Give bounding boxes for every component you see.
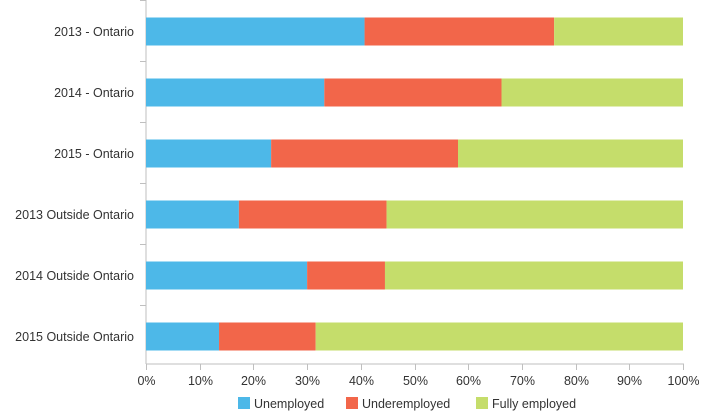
bar-underemployed-2014-ontario	[324, 78, 502, 107]
bar-unemployed-2014-ontario	[146, 78, 325, 107]
bar-underemployed-2015-ontario	[271, 139, 458, 168]
category-label: 2013 - Ontario	[54, 25, 134, 39]
category-labels: 2013 - Ontario 2014 - Ontario 2015 - Ontar…	[15, 25, 134, 344]
category-label: 2013 Outside Ontario	[15, 208, 134, 222]
legend-swatch-fully-employed	[476, 397, 488, 409]
category-label: 2015 Outside Ontario	[15, 330, 134, 344]
bar-fully-employed-2013-outside-ontario	[386, 200, 683, 229]
x-tick-label: 10%	[188, 374, 213, 388]
legend: Unemployed Underemployed Fully employed	[238, 397, 576, 411]
bar-unemployed-2013-outside-ontario	[146, 200, 239, 229]
x-tick-label: 40%	[349, 374, 374, 388]
x-axis-ticks: 0% 10% 20% 30% 40% 50% 60% 70% 80% 90% 100%	[137, 364, 699, 388]
bar-unemployed-2015-ontario	[146, 139, 272, 168]
x-tick-label: 80%	[564, 374, 589, 388]
x-tick-label: 60%	[456, 374, 481, 388]
bar-unemployed-2015-outside-ontario	[146, 322, 220, 351]
x-tick-label: 30%	[295, 374, 320, 388]
x-tick-label: 0%	[137, 374, 155, 388]
bar-fully-employed-2013-ontario	[554, 17, 683, 46]
bar-unemployed-2013-ontario	[146, 17, 365, 46]
bar-fully-employed-2015-ontario	[457, 139, 683, 168]
bar-fully-employed-2014-outside-ontario	[384, 261, 683, 290]
x-tick-label: 100%	[668, 374, 700, 388]
category-label: 2014 Outside Ontario	[15, 269, 134, 283]
x-tick-label: 50%	[403, 374, 428, 388]
bar-fully-employed-2014-ontario	[501, 78, 683, 107]
bar-unemployed-2014-outside-ontario	[146, 261, 308, 290]
x-tick-label: 20%	[241, 374, 266, 388]
x-tick-label: 90%	[617, 374, 642, 388]
category-label: 2015 - Ontario	[54, 147, 134, 161]
x-tick-label: 70%	[510, 374, 535, 388]
bar-underemployed-2014-outside-ontario	[307, 261, 385, 290]
bars-layer	[140, 0, 683, 351]
legend-label-unemployed: Unemployed	[254, 397, 324, 411]
category-label: 2014 - Ontario	[54, 86, 134, 100]
legend-label-fully-employed: Fully employed	[492, 397, 576, 411]
bar-underemployed-2013-ontario	[364, 17, 555, 46]
bar-fully-employed-2015-outside-ontario	[315, 322, 683, 351]
legend-label-underemployed: Underemployed	[362, 397, 450, 411]
bar-underemployed-2013-outside-ontario	[238, 200, 387, 229]
bar-underemployed-2015-outside-ontario	[219, 322, 316, 351]
legend-swatch-underemployed	[346, 397, 358, 409]
legend-swatch-unemployed	[238, 397, 250, 409]
